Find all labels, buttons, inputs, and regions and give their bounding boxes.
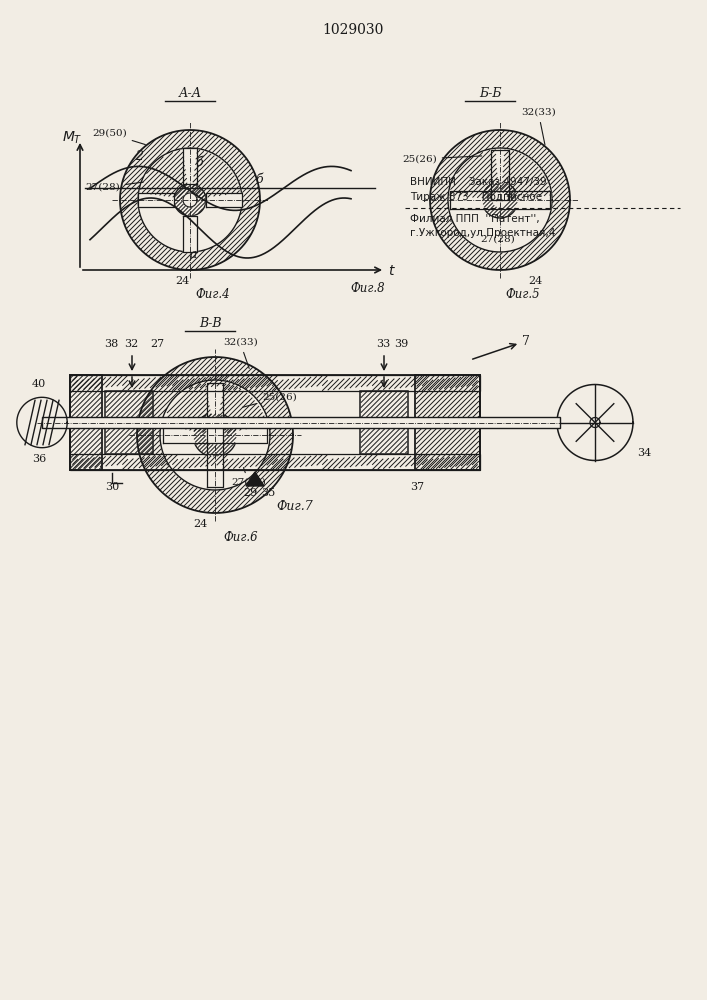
Text: В-В: В-В (199, 317, 221, 330)
Text: 29: 29 (243, 488, 257, 498)
Text: 36: 36 (32, 454, 46, 464)
Text: 37: 37 (410, 482, 424, 492)
Polygon shape (206, 193, 242, 207)
Text: 27(28): 27(28) (85, 182, 143, 192)
Polygon shape (207, 383, 223, 487)
Text: б: б (255, 173, 262, 186)
Bar (70, 375, 102, 470)
Polygon shape (163, 427, 267, 443)
Text: 33: 33 (376, 339, 390, 349)
Text: 30: 30 (105, 482, 119, 492)
Bar (360, 391, 408, 454)
Text: 1029030: 1029030 (322, 23, 384, 37)
Text: 2: 2 (135, 150, 143, 163)
Text: Тираж 873    Подписное: Тираж 873 Подписное (410, 192, 542, 202)
Text: 25(26): 25(26) (243, 393, 297, 407)
Text: ВНИИПИ    Заказ 4947/39: ВНИИПИ Заказ 4947/39 (410, 177, 547, 187)
Text: 34: 34 (637, 448, 651, 458)
Text: 27(28): 27(28) (231, 468, 267, 487)
Polygon shape (450, 191, 550, 209)
Text: Б-Б: Б-Б (479, 87, 501, 100)
Text: 29(50): 29(50) (92, 129, 146, 145)
Bar (70, 375, 480, 391)
Text: Фиг.8: Фиг.8 (350, 282, 385, 295)
Text: Фиг.6: Фиг.6 (223, 531, 257, 544)
Text: t: t (388, 264, 394, 278)
Text: Фиг.7: Фиг.7 (276, 500, 313, 513)
Text: 25(26): 25(26) (402, 154, 481, 163)
Bar (105, 391, 153, 454)
Bar (42, 417, 560, 428)
Bar (415, 375, 480, 470)
Text: Фиг.5: Фиг.5 (505, 288, 539, 301)
Bar (70, 454, 480, 470)
Polygon shape (246, 472, 264, 486)
Text: 35: 35 (261, 488, 275, 498)
Polygon shape (183, 216, 197, 252)
Polygon shape (183, 148, 197, 184)
Text: 27(28): 27(28) (480, 234, 518, 244)
Text: 39: 39 (394, 339, 408, 349)
Polygon shape (138, 193, 174, 207)
Text: 27: 27 (150, 339, 164, 349)
Text: 24: 24 (175, 276, 189, 286)
Text: г.Ужгород,ул.Проектная,4: г.Ужгород,ул.Проектная,4 (410, 228, 556, 238)
Text: Филиал ППП  ''Патент'',: Филиал ППП ''Патент'', (410, 214, 539, 224)
Text: 24: 24 (193, 519, 207, 529)
Text: 38: 38 (104, 339, 118, 349)
Text: $M_T$: $M_T$ (62, 130, 83, 146)
Text: 24: 24 (528, 276, 542, 286)
Text: 32(33): 32(33) (521, 108, 556, 145)
Bar (70, 375, 480, 470)
Text: 32(33): 32(33) (223, 338, 257, 368)
Text: А-А: А-А (178, 87, 201, 100)
Text: 32: 32 (124, 339, 139, 349)
Text: б: б (195, 156, 203, 169)
Text: а: а (190, 248, 197, 261)
Text: 40: 40 (32, 379, 46, 389)
Text: Фиг.4: Фиг.4 (195, 288, 230, 301)
Polygon shape (491, 150, 509, 200)
Text: 7: 7 (522, 335, 530, 348)
